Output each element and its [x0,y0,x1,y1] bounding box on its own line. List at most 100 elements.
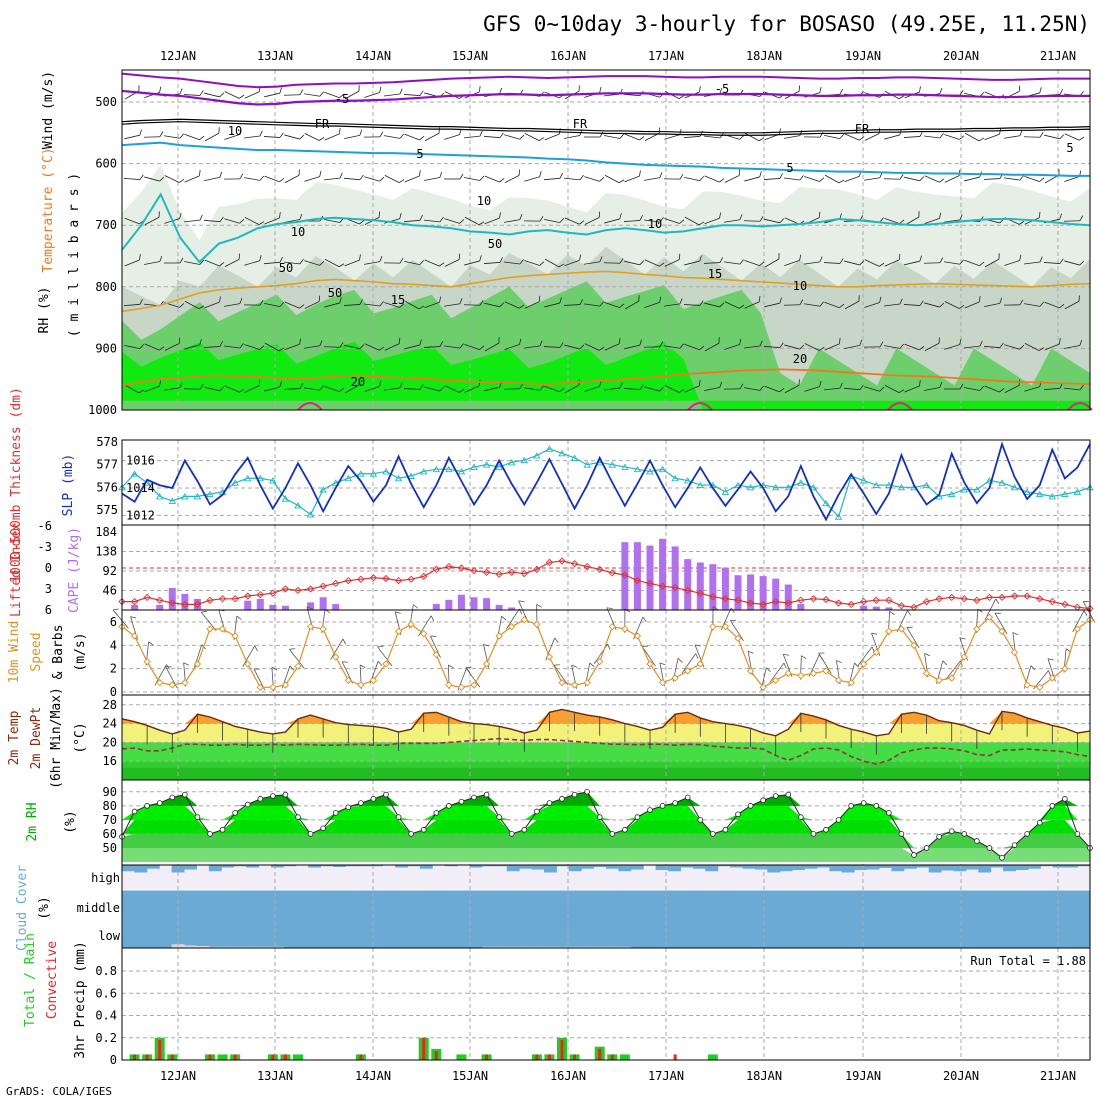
rh2m-point [157,801,162,806]
contour-label: FR [573,117,588,131]
cloud-high-bar [618,865,631,871]
rh2m-point [283,792,288,797]
rh2m-point [974,839,979,844]
rh2m-point [321,826,326,831]
pressure-tick-label: 700 [95,218,117,232]
cloud-high-bar [631,865,644,870]
contour-label: FR [315,117,330,131]
wind-barb [403,170,422,182]
precip-total-bar [620,1054,630,1060]
wind-barb [883,129,903,139]
cloud-high-bar [209,865,222,871]
x-tick-label: 20JAN [943,49,979,63]
temp-unit-title: (°C) [73,722,88,753]
cape-bar [257,599,264,610]
temp-fill-yellow [122,709,1090,742]
wind-barb [364,172,384,182]
rh2m-point [534,809,539,814]
wind-barb [1003,130,1023,138]
wind10-point [559,680,565,686]
wind10-point [710,624,716,630]
pressure-tick-label: 600 [95,157,117,171]
wind-barb [485,171,504,183]
wind-barb [203,172,223,181]
precip-conv-axis-title: Convective [45,941,60,1019]
precip-conv-bar [234,1054,237,1060]
wind-barb [705,171,724,183]
wind-barb [123,130,143,139]
wind-barb [324,173,343,180]
wind-barb [523,171,543,181]
cloud-high-bar [1003,865,1016,871]
cloud-high-bar [842,865,855,873]
wind10-point [634,633,640,639]
rh2m-point [358,801,363,806]
rh2m-point [522,827,527,832]
wind10-point [609,624,615,630]
rh2m-point [736,812,741,817]
contour-label: -5 [335,92,349,106]
cloud-high-bar [1016,865,1029,870]
wind10-point [924,670,930,676]
precip-unit-title: 3hr Precip (mm) [73,941,88,1058]
wind10-axis-title-3: & Barbs [51,625,66,680]
precip-conv-bar [422,1038,425,1060]
precip-tick-label: 0.4 [95,1009,117,1023]
rh2m-point [761,798,766,803]
thickness-tick-label: 578 [96,435,118,449]
cape-tick-label: 184 [95,525,117,539]
rh2m-point [220,827,225,832]
x-tick-label: 16JAN [550,1069,586,1083]
rh2m-point [1050,803,1055,808]
wind-barb [124,173,143,179]
cloud-high-bar [953,865,966,871]
cloud-high-bar [147,865,160,869]
wind-barb [783,86,802,99]
cloud-high-bar [891,865,904,871]
temp-tick-label: 28 [103,698,117,712]
rh2m-point [333,810,338,815]
contour-label: 50 [488,237,502,251]
precip-conv-bar [359,1054,362,1060]
wind-barb [544,173,563,180]
run-total-label: Run Total = 1.88 [970,954,1086,968]
cape-bar [684,559,691,610]
wind-barb [225,87,244,100]
wind-barb [824,130,844,139]
rh2m-point [899,832,904,837]
thickness-tick-label: 577 [96,458,118,472]
wind-barb [744,89,764,98]
rh2m-point [132,809,137,814]
rh2m-point [786,792,791,797]
wind-barb [464,173,484,182]
cape-bar [634,542,641,610]
wind-barb [605,171,624,184]
minmax-axis-title: (6hr Min/Max) [49,687,64,789]
wind-barb [683,86,702,98]
li-tick-label: -3 [38,540,52,554]
contour-label: 10 [648,217,662,231]
cloud-level-label: middle [77,901,120,915]
cloud-high-bar [743,865,756,869]
wind10-point [785,670,791,676]
x-tick-label: 15JAN [452,49,488,63]
wind-barb [885,87,904,100]
rh2m-point [962,832,967,837]
precip-total-bar [218,1054,228,1060]
wind-barb [884,174,903,180]
slp-axis-title: SLP (mb) [61,454,76,517]
rh2m-point [849,803,854,808]
cape-bar [483,598,490,610]
precip-conv-bar [573,1054,576,1060]
precip-conv-bar [209,1054,212,1060]
li-tick-label: -6 [38,519,52,533]
cape-bar [156,605,163,610]
rh-tick-label: 50 [103,841,117,855]
cloud-high-bar [544,865,557,873]
cape-bar [722,568,729,610]
contour-label: FR [855,122,870,136]
x-tick-label: 19JAN [845,49,881,63]
